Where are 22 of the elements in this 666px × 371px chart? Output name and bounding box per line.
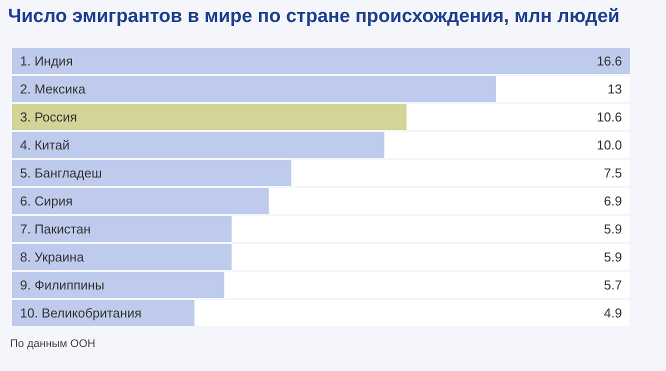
y-tick-label: 3. Россия [20,110,78,125]
text: По данным ООН [10,338,96,350]
data-label: 4.9 [604,306,622,321]
data-label: 10.6 [596,110,622,125]
y-tick-label: 9. Филиппины [20,278,104,293]
data-label: 13 [608,82,622,97]
y-tick-label: 7. Пакистан [20,222,91,237]
data-label: 5.7 [604,278,622,293]
data-label: 5.9 [604,222,622,237]
y-tick-label: 4. Китай [20,138,70,153]
data-label: 10.0 [596,138,622,153]
y-tick-label: 8. Украина [20,250,85,265]
data-label: 7.5 [604,166,622,181]
data-label: 6.9 [604,194,622,209]
y-tick-label: 10. Великобритания [20,306,142,321]
chart-title: Число эмигрантов в мире по стране происхождения, млн людей [8,6,620,28]
data-label: 5.9 [604,250,622,265]
y-tick-label: 5. Бангладеш [20,166,102,181]
data-label: 16.6 [596,54,622,69]
y-tick-label: 2. Мексика [20,82,86,97]
y-tick-label: 6. Сирия [20,194,73,209]
y-tick-label: 1. Индия [20,54,73,69]
